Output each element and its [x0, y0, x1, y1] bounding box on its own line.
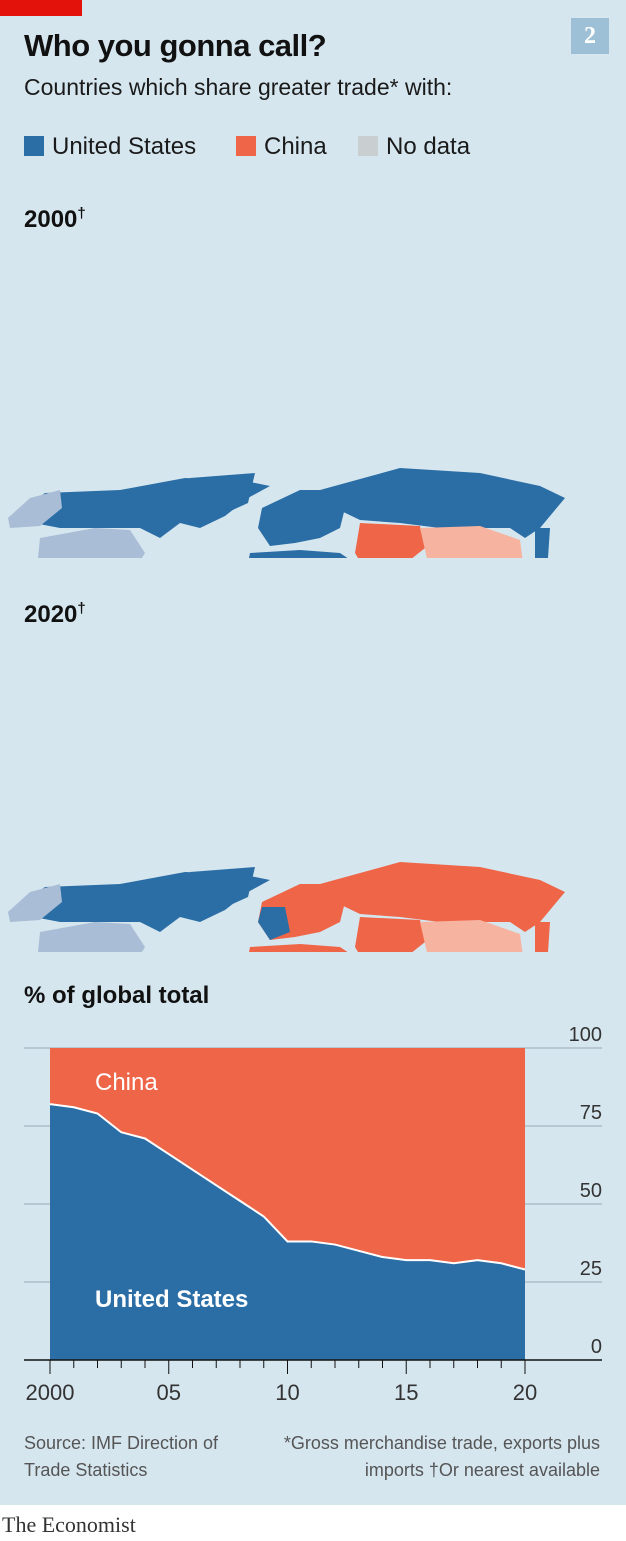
- y-tick-label-25: 25: [580, 1258, 602, 1280]
- map-2000-year-mark: †: [77, 205, 86, 222]
- map-2000-north-america: [8, 473, 270, 558]
- economist-brand: The Economist: [2, 1512, 136, 1537]
- y-tick-label-0: 0: [591, 1336, 602, 1358]
- footnote: *Gross merchandise trade, exports plus i…: [270, 1430, 600, 1484]
- chart-axis-label: % of global total: [24, 982, 210, 1009]
- legend-swatch-china: [236, 136, 256, 156]
- x-tick-label-05: 05: [157, 1380, 181, 1405]
- legend-item-us: United States: [24, 133, 196, 161]
- map-2000-europe-africa: [249, 490, 348, 558]
- world-map-2000: [8, 468, 565, 558]
- legend-swatch-us: [24, 136, 44, 156]
- world-map-2020: [8, 862, 565, 952]
- map-2020-year: 2020†: [24, 600, 86, 629]
- x-axis: 2000 05 10 15 20: [24, 1359, 602, 1405]
- legend-swatch-nodata: [358, 136, 378, 156]
- y-tick-label-50: 50: [580, 1180, 602, 1202]
- x-tick-label-10: 10: [275, 1380, 299, 1405]
- legend-label-china: China: [264, 133, 327, 160]
- map-2020-north-america: [8, 867, 270, 952]
- footnote-nearest: †Or nearest available: [428, 1460, 600, 1480]
- map-2020-year-mark: †: [77, 600, 86, 617]
- map-2000-year: 2000†: [24, 205, 86, 234]
- y-tick-label-100: 100: [569, 1024, 602, 1046]
- chart-subtitle: Countries which share greater trade* wit…: [24, 74, 453, 100]
- map-2000-asia: [320, 468, 565, 558]
- x-tick-label-15: 15: [394, 1380, 418, 1405]
- map-2020-asia: [320, 862, 565, 952]
- footnote-trade: *Gross merchandise trade, exports plus i…: [283, 1433, 600, 1480]
- area-chart: China United States 0 25 50 75 100 2000 05 10 1…: [24, 1024, 602, 1405]
- legend-label-us: United States: [52, 133, 197, 160]
- series-label-china: China: [95, 1069, 158, 1096]
- series-label-us: United States: [95, 1286, 248, 1313]
- x-tick-label-2000: 2000: [26, 1380, 75, 1405]
- x-tick-label-20: 20: [513, 1380, 537, 1405]
- area-series-us: [50, 1104, 525, 1360]
- map-2020-year-text: 2020: [24, 601, 78, 628]
- map-2020-europe-africa: [249, 884, 348, 952]
- legend-item-nodata: No data: [358, 133, 470, 161]
- source-note: Source: IMF Direction of Trade Statistic…: [24, 1433, 219, 1480]
- legend-label-nodata: No data: [386, 133, 471, 160]
- map-2000-year-text: 2000: [24, 206, 78, 233]
- series-boundary-line: [49, 1103, 526, 1271]
- y-tick-label-75: 75: [580, 1102, 602, 1124]
- y-axis-ticks: 0 25 50 75 100: [569, 1024, 602, 1358]
- chart-number-badge: 2: [571, 18, 609, 54]
- legend-item-china: China: [236, 133, 327, 161]
- economist-red-tag: [0, 0, 82, 16]
- chart-title: Who you gonna call?: [24, 28, 327, 63]
